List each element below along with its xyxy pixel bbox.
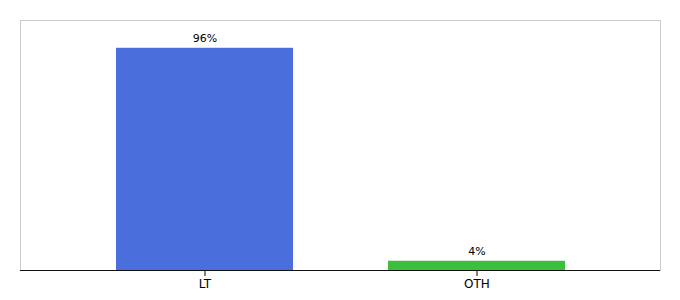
svg-text:OTH: OTH: [464, 277, 490, 291]
svg-text:96%: 96%: [193, 32, 217, 45]
svg-text:LT: LT: [199, 277, 212, 291]
svg-text:4%: 4%: [468, 245, 485, 258]
